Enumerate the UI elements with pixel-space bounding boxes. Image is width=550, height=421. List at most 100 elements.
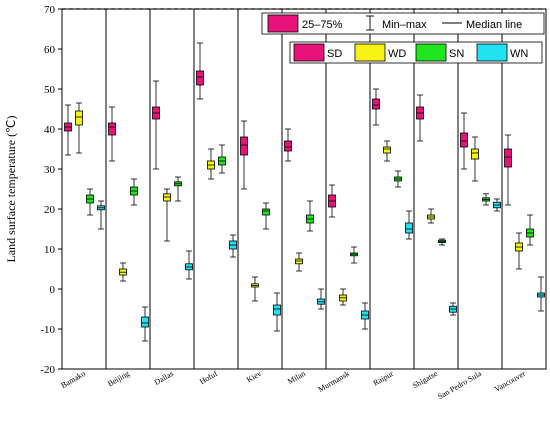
box-wd-milan xyxy=(295,252,303,272)
box-wn-milan xyxy=(317,288,325,310)
box-wn-san-pedro-sula xyxy=(493,198,501,212)
box-sn-hofuf xyxy=(218,144,226,174)
legend-box-label: 25–75% xyxy=(302,19,343,31)
category-separators xyxy=(105,9,503,369)
box-sd-shigatse xyxy=(416,94,424,142)
iqr-box xyxy=(471,148,479,160)
y-tick-label: 10 xyxy=(44,244,56,256)
box-wd-san-pedro-sula xyxy=(471,136,479,182)
y-axis-ticks: -20 -10 0 10 20 30 40 50 60 70 xyxy=(40,4,62,376)
iqr-box xyxy=(504,148,512,168)
y-tick-label: 20 xyxy=(44,204,56,216)
legend-whisker-label: Min–max xyxy=(382,19,427,31)
y-tick-label: -10 xyxy=(40,324,55,336)
iqr-box xyxy=(196,70,204,86)
box-wd-hofuf xyxy=(207,148,215,180)
y-tick-label: 50 xyxy=(44,84,56,96)
x-label-kiev: Kiev xyxy=(245,369,263,385)
iqr-box xyxy=(405,222,413,234)
box-sd-vancouver xyxy=(504,134,512,206)
box-sn-vancouver xyxy=(526,214,534,246)
legend-label-sn: SN xyxy=(449,48,464,60)
legend-label-sd: SD xyxy=(327,48,342,60)
iqr-box xyxy=(460,132,468,148)
iqr-box xyxy=(163,193,171,202)
series-legend: SD WD SN WN xyxy=(289,41,543,64)
box-wd-kiev xyxy=(251,276,259,302)
iqr-box xyxy=(273,304,281,316)
box-sd-hofuf xyxy=(196,42,204,100)
box-wn-raipur xyxy=(405,210,413,240)
box-sn-milan xyxy=(306,200,314,232)
box-sd-san-pedro-sula xyxy=(460,112,468,170)
x-label-milan: Milan xyxy=(286,369,307,386)
box-sn-beijing xyxy=(130,178,138,206)
box-wn-dallas xyxy=(185,250,193,280)
box-sd-murmansk xyxy=(328,184,336,218)
y-tick-label: -20 xyxy=(40,364,55,376)
iqr-box xyxy=(240,136,248,156)
box-wn-bamako xyxy=(97,200,105,230)
legend-label-wd: WD xyxy=(388,48,406,60)
box-sn-dallas xyxy=(174,176,182,202)
box-wd-raipur xyxy=(383,140,391,162)
legend-label-wn: WN xyxy=(510,48,528,60)
box-series-layer xyxy=(64,42,545,342)
legend-swatch-sd xyxy=(293,43,325,62)
y-tick-label: 60 xyxy=(44,44,56,56)
iqr-box xyxy=(108,122,116,136)
iqr-box xyxy=(75,110,83,126)
x-label-raipur: Raipur xyxy=(372,369,396,388)
box-wn-hofuf xyxy=(229,234,237,258)
stats-legend-frame xyxy=(261,12,545,35)
x-label-bamako: Bamako xyxy=(59,369,87,390)
box-wd-beijing xyxy=(119,262,127,282)
x-label-shigatse: Shigatse xyxy=(411,369,439,391)
box-sn-murmansk xyxy=(350,246,358,264)
x-label-san-pedro-sula: San Pedro Sula xyxy=(436,369,483,401)
box-wd-vancouver xyxy=(515,232,523,270)
box-sn-raipur xyxy=(394,170,402,188)
legend-swatch-sn xyxy=(415,43,447,62)
box-wn-beijing xyxy=(141,306,149,342)
box-wn-murmansk xyxy=(361,302,369,330)
box-wd-murmansk xyxy=(339,288,347,306)
iqr-box xyxy=(284,140,292,152)
box-sn-bamako xyxy=(86,188,94,216)
box-wd-shigatse xyxy=(427,208,435,224)
box-sd-bamako xyxy=(64,104,72,156)
box-sd-raipur xyxy=(372,88,380,126)
box-sn-shigatse xyxy=(438,238,446,246)
legend-box-swatch xyxy=(267,14,299,33)
legend-median-label: Median line xyxy=(466,19,522,31)
stats-legend: 25–75% Min–max Median line xyxy=(261,12,545,35)
box-wd-bamako xyxy=(75,102,83,154)
x-axis-category-labels: Bamako Beijing Dallas Hofuf Kiev Milan Murmans… xyxy=(59,369,527,401)
box-wn-kiev xyxy=(273,292,281,332)
box-wn-vancouver xyxy=(537,276,545,312)
x-label-hofuf: Hofuf xyxy=(198,369,219,387)
y-tick-label: 0 xyxy=(50,284,56,296)
box-sd-kiev xyxy=(240,120,248,190)
box-sn-kiev xyxy=(262,202,270,230)
box-sd-milan xyxy=(284,128,292,162)
y-tick-label: 70 xyxy=(44,4,56,16)
x-label-beijing: Beijing xyxy=(106,369,131,389)
y-axis-title: Land surface temperature (℃) xyxy=(4,115,18,262)
x-label-vancouver: Vancouver xyxy=(493,369,527,394)
box-sd-dallas xyxy=(152,80,160,170)
x-label-murmansk: Murmansk xyxy=(316,369,351,394)
iqr-box xyxy=(372,98,380,110)
x-label-dallas: Dallas xyxy=(153,369,175,387)
iqr-box xyxy=(141,316,149,328)
box-sn-san-pedro-sula xyxy=(482,193,490,206)
iqr-box xyxy=(262,208,270,216)
box-wn-shigatse xyxy=(449,302,457,316)
y-tick-label: 30 xyxy=(44,164,56,176)
iqr-box xyxy=(383,146,391,154)
box-wd-dallas xyxy=(163,188,171,242)
legend-swatch-wn xyxy=(476,43,508,62)
legend-swatch-wd xyxy=(354,43,386,62)
